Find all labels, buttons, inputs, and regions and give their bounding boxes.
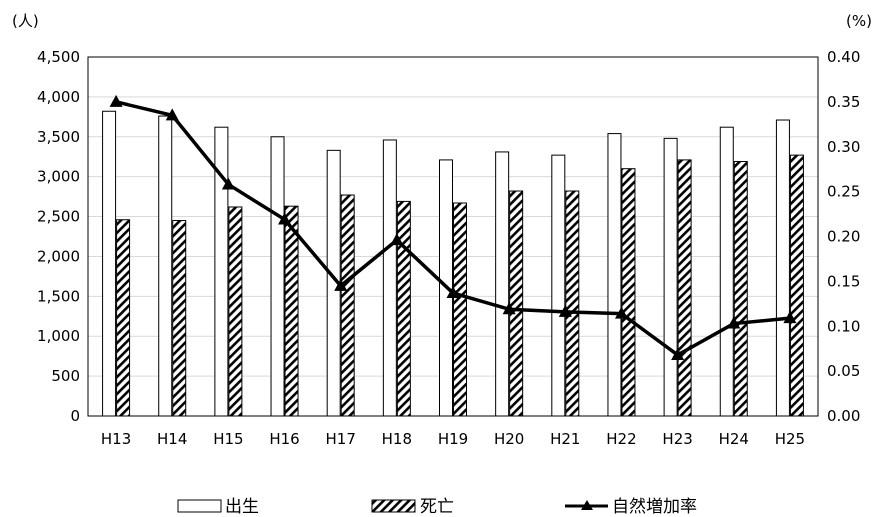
legend-swatch-births [177,499,222,513]
bar-births [495,151,510,417]
plot-frame [87,56,819,417]
legend-item-deaths: 死亡 [371,497,454,517]
bar-births [663,137,678,417]
legend: 出生 死亡 自然増加率 [177,497,697,517]
right-tick-label: 0.10 [827,317,860,335]
x-tick-label: H20 [494,430,524,448]
rate-point [727,316,741,329]
x-axis-ticks: H13 H14 H15 H16 H17 H18 H19 H20 H21 H22 H23 H24 H25 [101,430,805,448]
bar-deaths [284,205,299,417]
rate-point [165,108,179,121]
bar-births [158,115,173,417]
left-tick-label: 3,500 [37,128,80,146]
left-tick-label: 1,000 [37,327,80,345]
bar-deaths [340,194,355,417]
bar-births [719,126,734,417]
right-axis-unit: (%) [846,12,872,30]
rate-point [614,306,628,319]
legend-label-births: 出生 [225,497,259,517]
x-tick-label: H14 [157,430,187,448]
legend-item-rate: 自然増加率 [565,497,697,517]
left-tick-label: 0 [70,407,80,425]
rate-point [334,278,348,291]
x-tick-label: H25 [775,430,805,448]
bar-births [607,133,622,417]
left-tick-label: 500 [51,367,80,385]
right-tick-label: 0.35 [827,93,860,111]
bar-births [270,136,285,417]
rate-point [783,311,797,324]
right-tick-label: 0.15 [827,272,860,290]
left-axis-unit: (人) [12,12,39,30]
bar-births [775,119,790,417]
left-tick-label: 4,500 [37,48,80,66]
bar-deaths [733,161,748,417]
bar-deaths [509,190,524,417]
legend-label-rate: 自然増加率 [612,497,697,517]
x-tick-label: H19 [438,430,468,448]
right-axis-ticks: 0.00 0.05 0.10 0.15 0.20 0.25 0.30 0.35 0.40 [827,48,860,425]
right-tick-label: 0.30 [827,138,860,156]
rate-point [278,212,292,225]
left-tick-label: 1,500 [37,287,80,305]
legend-swatch-rate-marker [581,500,593,510]
x-tick-label: H15 [213,430,243,448]
bar-deaths [116,219,131,417]
left-axis-ticks: 0 500 1,000 1,500 2,000 2,500 3,000 3,500 4,000 4… [37,48,80,425]
rate-point [558,304,572,317]
x-tick-label: H23 [662,430,692,448]
bar-births [382,139,397,417]
bar-deaths [228,206,243,417]
right-tick-label: 0.05 [827,362,860,380]
left-tick-label: 3,000 [37,168,80,186]
bar-deaths [789,154,804,417]
rate-point [221,177,235,190]
bar-deaths [621,168,636,417]
rate-point [446,286,460,299]
x-tick-label: H22 [606,430,636,448]
rate-line-layer [109,94,797,360]
x-tick-label: H21 [550,430,580,448]
right-tick-label: 0.25 [827,183,860,201]
left-tick-label: 2,000 [37,247,80,265]
bar-births [551,154,566,417]
x-tick-label: H13 [101,430,131,448]
right-tick-label: 0.40 [827,48,860,66]
rate-point [390,233,404,246]
legend-label-deaths: 死亡 [420,497,454,517]
x-tick-label: H17 [326,430,356,448]
x-tick-label: H24 [719,430,749,448]
bar-births [102,110,117,417]
left-tick-label: 2,500 [37,208,80,226]
bar-deaths [172,220,187,417]
right-tick-label: 0.00 [827,407,860,425]
legend-swatch-deaths [371,499,416,513]
x-tick-label: H16 [269,430,299,448]
rate-point [671,347,685,360]
left-tick-label: 4,000 [37,88,80,106]
bar-deaths [453,202,467,417]
rate-point [109,94,123,107]
right-tick-label: 0.20 [827,228,860,246]
rate-point [502,302,516,315]
bar-deaths [396,200,411,417]
x-tick-label: H18 [382,430,412,448]
legend-item-births: 出生 [177,497,259,517]
bar-deaths [565,190,580,417]
bar-deaths [677,159,692,417]
